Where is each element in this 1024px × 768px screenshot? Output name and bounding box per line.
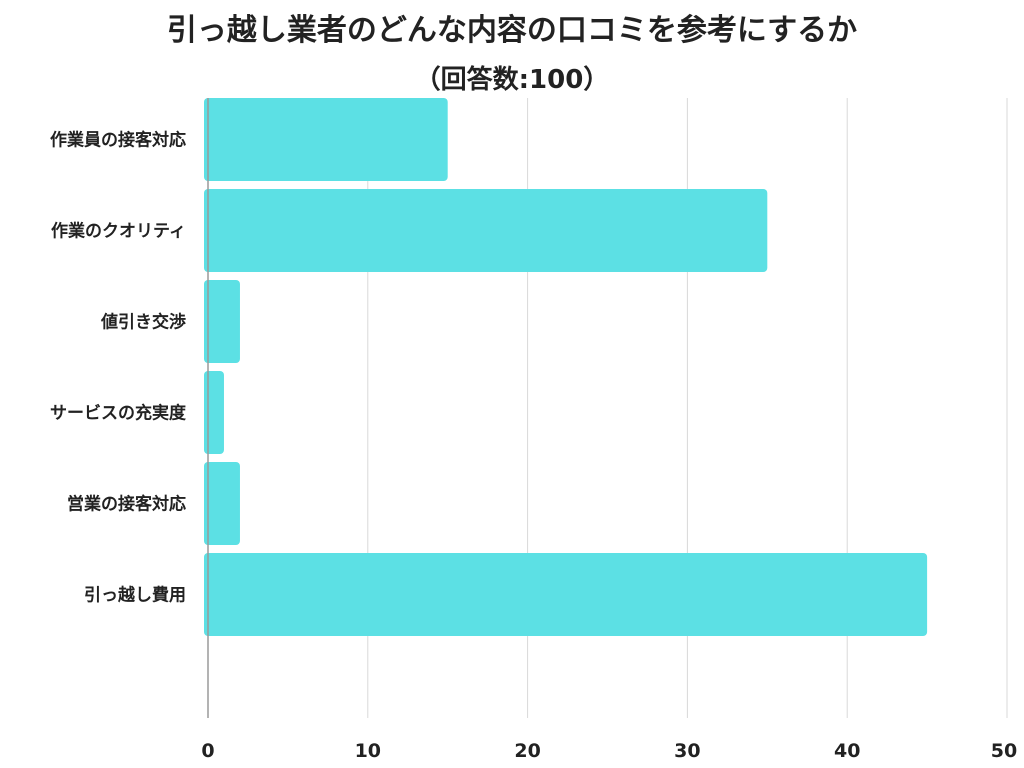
bar	[204, 462, 240, 545]
category-labels: 作業員の接客対応作業のクオリティ値引き交渉サービスの充実度営業の接客対応引っ越し…	[50, 130, 187, 606]
chart-subtitle: （回答数:100）	[415, 64, 610, 95]
x-tick-label: 50	[991, 740, 1017, 762]
bar	[204, 553, 928, 636]
bar	[204, 280, 240, 363]
bars	[204, 98, 928, 636]
category-label: サービスの充実度	[50, 403, 187, 424]
category-label: 引っ越し費用	[84, 585, 186, 606]
x-tick-labels: 0 10 20 30 40 50	[201, 740, 1017, 762]
x-tick-label: 10	[355, 740, 381, 762]
x-tick-label: 30	[674, 740, 700, 762]
x-tick-label: 40	[834, 740, 860, 762]
category-label: 作業のクオリティ	[51, 221, 186, 242]
category-label: 営業の接客対応	[67, 494, 186, 515]
chart-title: 引っ越し業者のどんな内容の口コミを参考にするか	[167, 13, 857, 48]
bar	[204, 98, 448, 181]
bar	[204, 371, 224, 454]
bar	[204, 189, 768, 272]
category-label: 値引き交渉	[100, 312, 186, 333]
category-label: 作業員の接客対応	[50, 130, 186, 151]
x-tick-label: 20	[514, 740, 540, 762]
x-tick-label: 0	[201, 740, 214, 762]
